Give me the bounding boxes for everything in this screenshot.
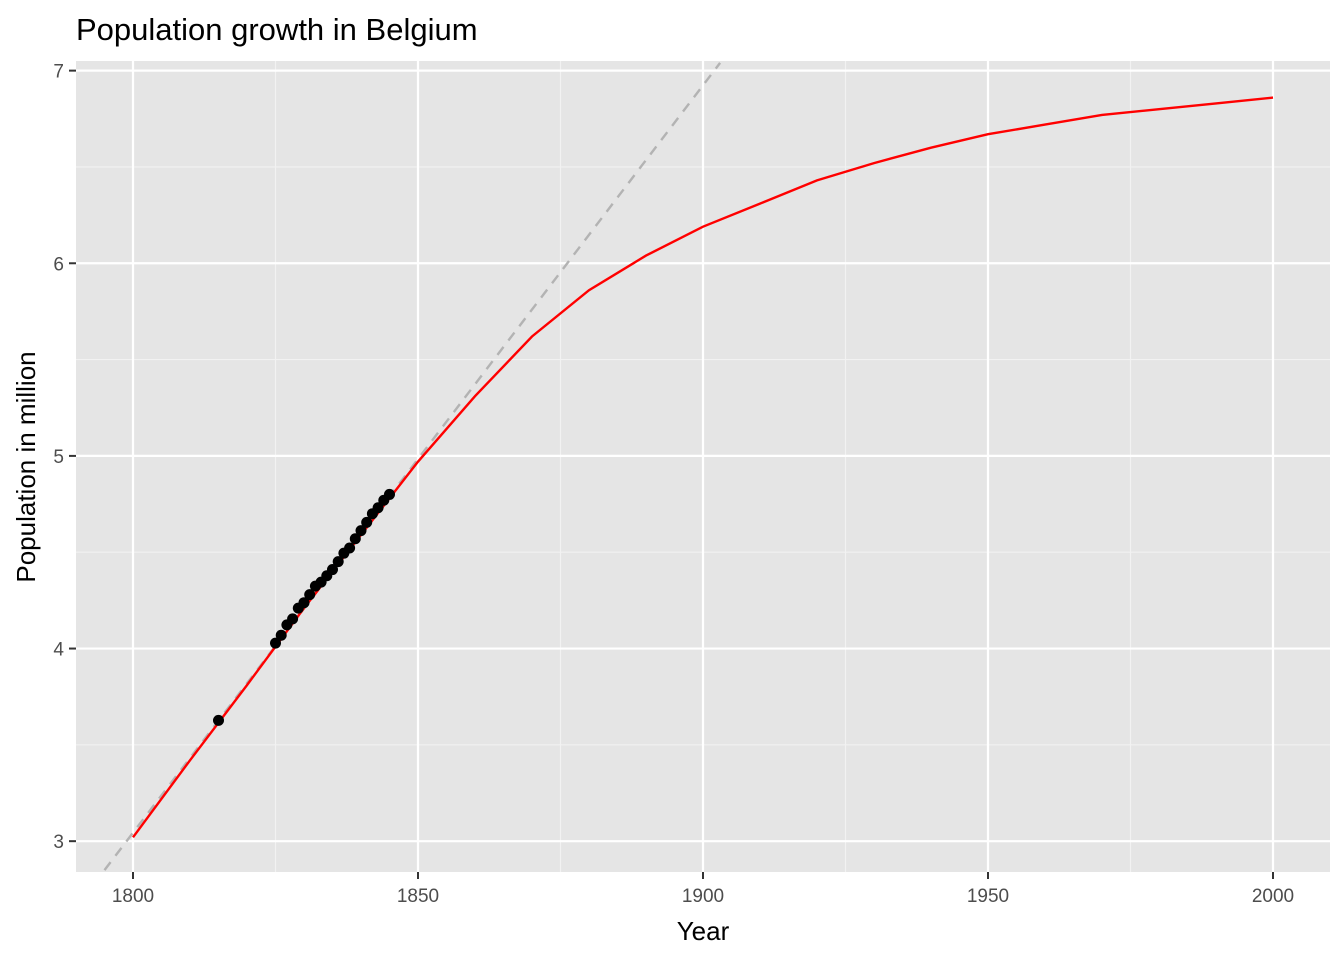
data-point <box>349 533 361 545</box>
y-tick-label: 7 <box>53 62 64 83</box>
data-point <box>327 564 338 576</box>
x-tick-label: 1850 <box>397 886 439 907</box>
x-tick-label: 1950 <box>967 886 1009 907</box>
data-point <box>298 597 310 609</box>
data-point <box>384 488 395 500</box>
axes: 1800 1850 1900 1950 2000 3 4 5 6 7 <box>53 62 1294 907</box>
data-point <box>355 525 367 537</box>
chart-title: Population growth in Belgium <box>76 12 478 47</box>
data-point <box>213 714 224 726</box>
x-tick-label: 1800 <box>112 886 154 907</box>
data-point <box>270 637 281 649</box>
x-tick-label: 1900 <box>682 886 724 907</box>
trend-line <box>103 62 722 871</box>
series-layer <box>103 62 1274 871</box>
data-point <box>304 589 316 601</box>
y-tick-label: 5 <box>53 447 64 468</box>
grid <box>76 61 1330 872</box>
data-point <box>344 542 356 554</box>
y-axis-title: Population in million <box>11 351 41 582</box>
x-axis-title: Year <box>677 916 730 946</box>
y-tick-label: 3 <box>53 832 64 853</box>
x-tick-label: 2000 <box>1252 886 1294 907</box>
data-point <box>287 613 299 625</box>
data-point <box>361 516 373 528</box>
data-point <box>332 556 344 568</box>
y-tick-label: 6 <box>53 254 64 275</box>
y-tick-label: 4 <box>53 640 64 661</box>
data-point <box>372 502 384 514</box>
data-point <box>275 629 287 641</box>
